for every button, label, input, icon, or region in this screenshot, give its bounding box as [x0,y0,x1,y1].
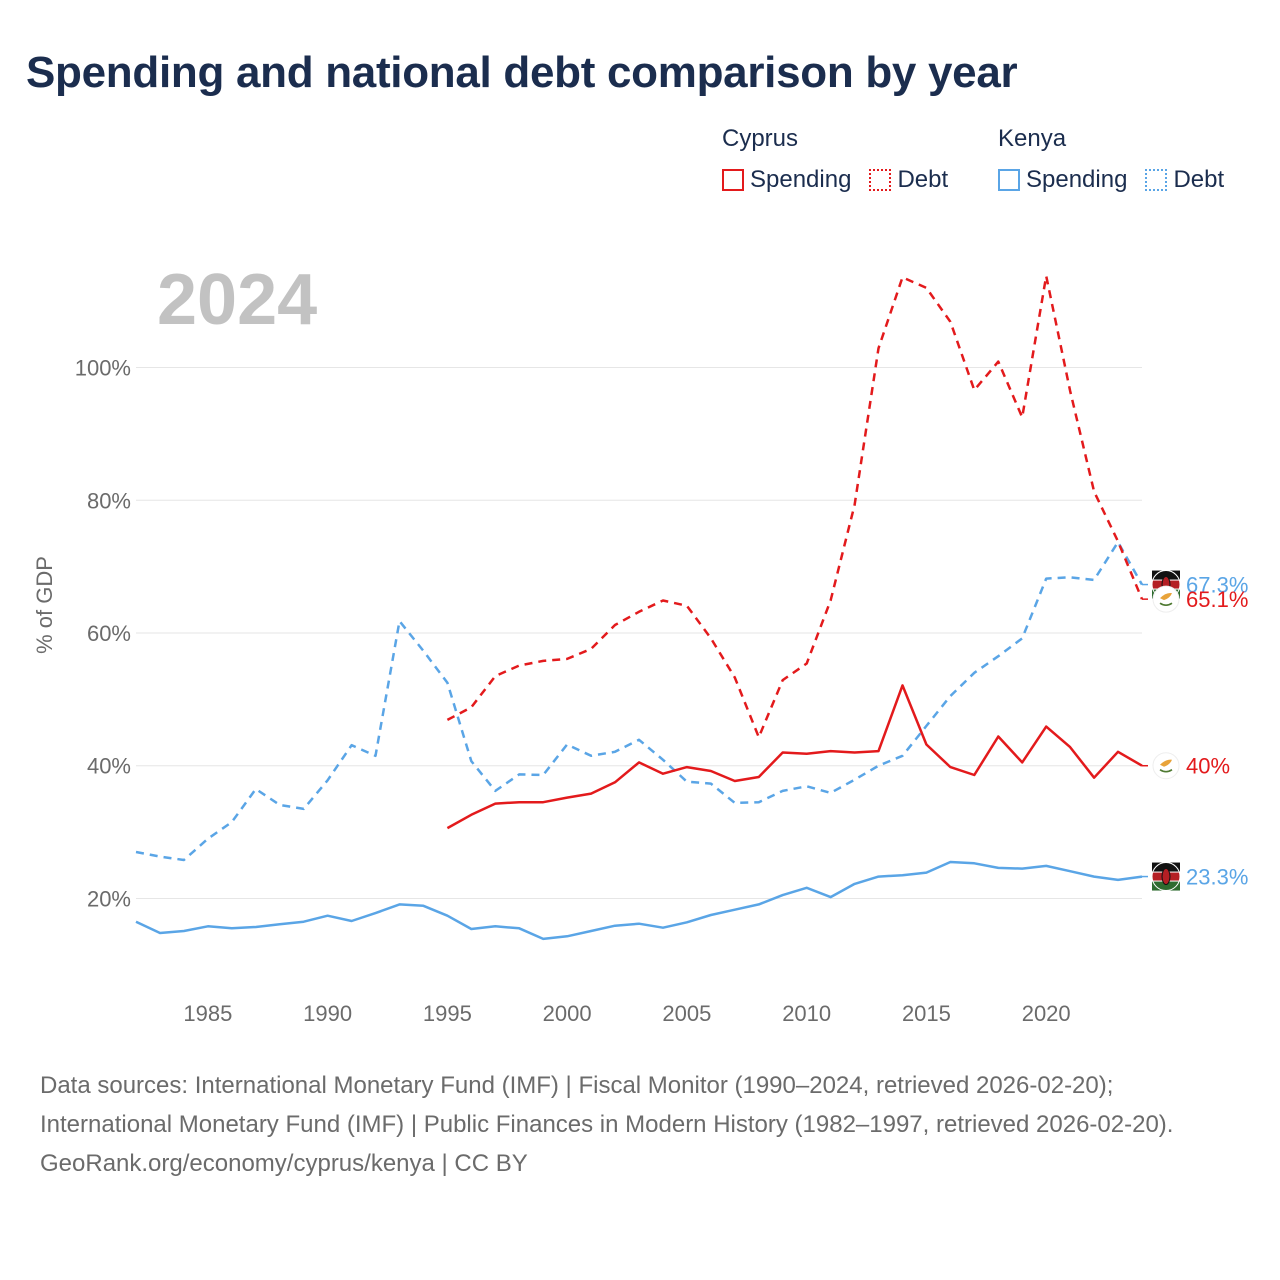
chart-title: Spending and national debt comparison by… [26,48,1018,97]
legend-swatch-solid [998,169,1020,191]
legend-item-cyprus-spending[interactable]: Spending [722,166,851,194]
end-value-label: 67.3% [1186,573,1248,598]
legend-country-cyprus: Cyprus [722,125,799,152]
x-tick-label: 2005 [662,1001,711,1026]
y-tick-label: 80% [87,488,131,513]
x-tick-label: 1985 [183,1001,232,1026]
end-value-label: 65.1% [1186,587,1248,612]
legend-item-kenya-debt[interactable]: Debt [1145,166,1224,194]
x-tick-label: 1995 [423,1001,472,1026]
y-axis-label: % of GDP [32,556,57,654]
x-tick-label: 2010 [782,1001,831,1026]
legend-swatch-dotted [1145,169,1168,191]
end-value-label: 23.3% [1186,865,1248,890]
legend-item-kenya-spending[interactable]: Spending [998,166,1127,194]
series-line-kenya-debt[interactable] [135,540,1144,862]
y-tick-label: 100% [75,356,131,381]
legend-swatch-solid [722,169,744,191]
legend-label: Spending [750,166,852,193]
end-value-label: 40% [1186,754,1230,779]
credit-link[interactable]: GeoRank.org/economy/cyprus/kenya | CC BY [40,1150,528,1177]
legend-country-kenya: Kenya [998,125,1067,152]
series-line-cyprus-debt[interactable] [446,274,1144,739]
footer: Data sources: International Monetary Fun… [40,1066,1240,1183]
x-tick-label: 2000 [543,1001,592,1026]
data-sources: Data sources: International Monetary Fun… [40,1072,1174,1138]
cyprus-flag-icon [1152,752,1180,780]
kenya-flag-icon [1151,862,1181,892]
legend-swatch-dotted [869,169,892,191]
y-tick-label: 60% [87,621,131,646]
legend-label: Spending [1026,166,1128,193]
y-tick-label: 20% [87,886,131,911]
y-tick-label: 40% [87,754,131,779]
legend-label: Debt [1173,166,1225,193]
line-chart: 2024 % of GDP 20% 40% 60% 80% 100% 1985 1990 1… [32,260,1248,1026]
x-tick-label: 1990 [303,1001,352,1026]
x-tick-label: 2020 [1022,1001,1071,1026]
legend-group-kenya: Kenya Spending Debt [998,124,1242,194]
legend-item-cyprus-debt[interactable]: Debt [869,166,948,194]
legend-group-cyprus: Cyprus Spending Debt [722,124,966,194]
series-line-cyprus-spending[interactable] [446,684,1143,830]
series-line-kenya-spending[interactable] [135,860,1143,941]
cyprus-flag-icon [1152,585,1180,613]
year-watermark: 2024 [157,260,317,340]
legend-label: Debt [897,166,949,193]
x-tick-label: 2015 [902,1001,951,1026]
